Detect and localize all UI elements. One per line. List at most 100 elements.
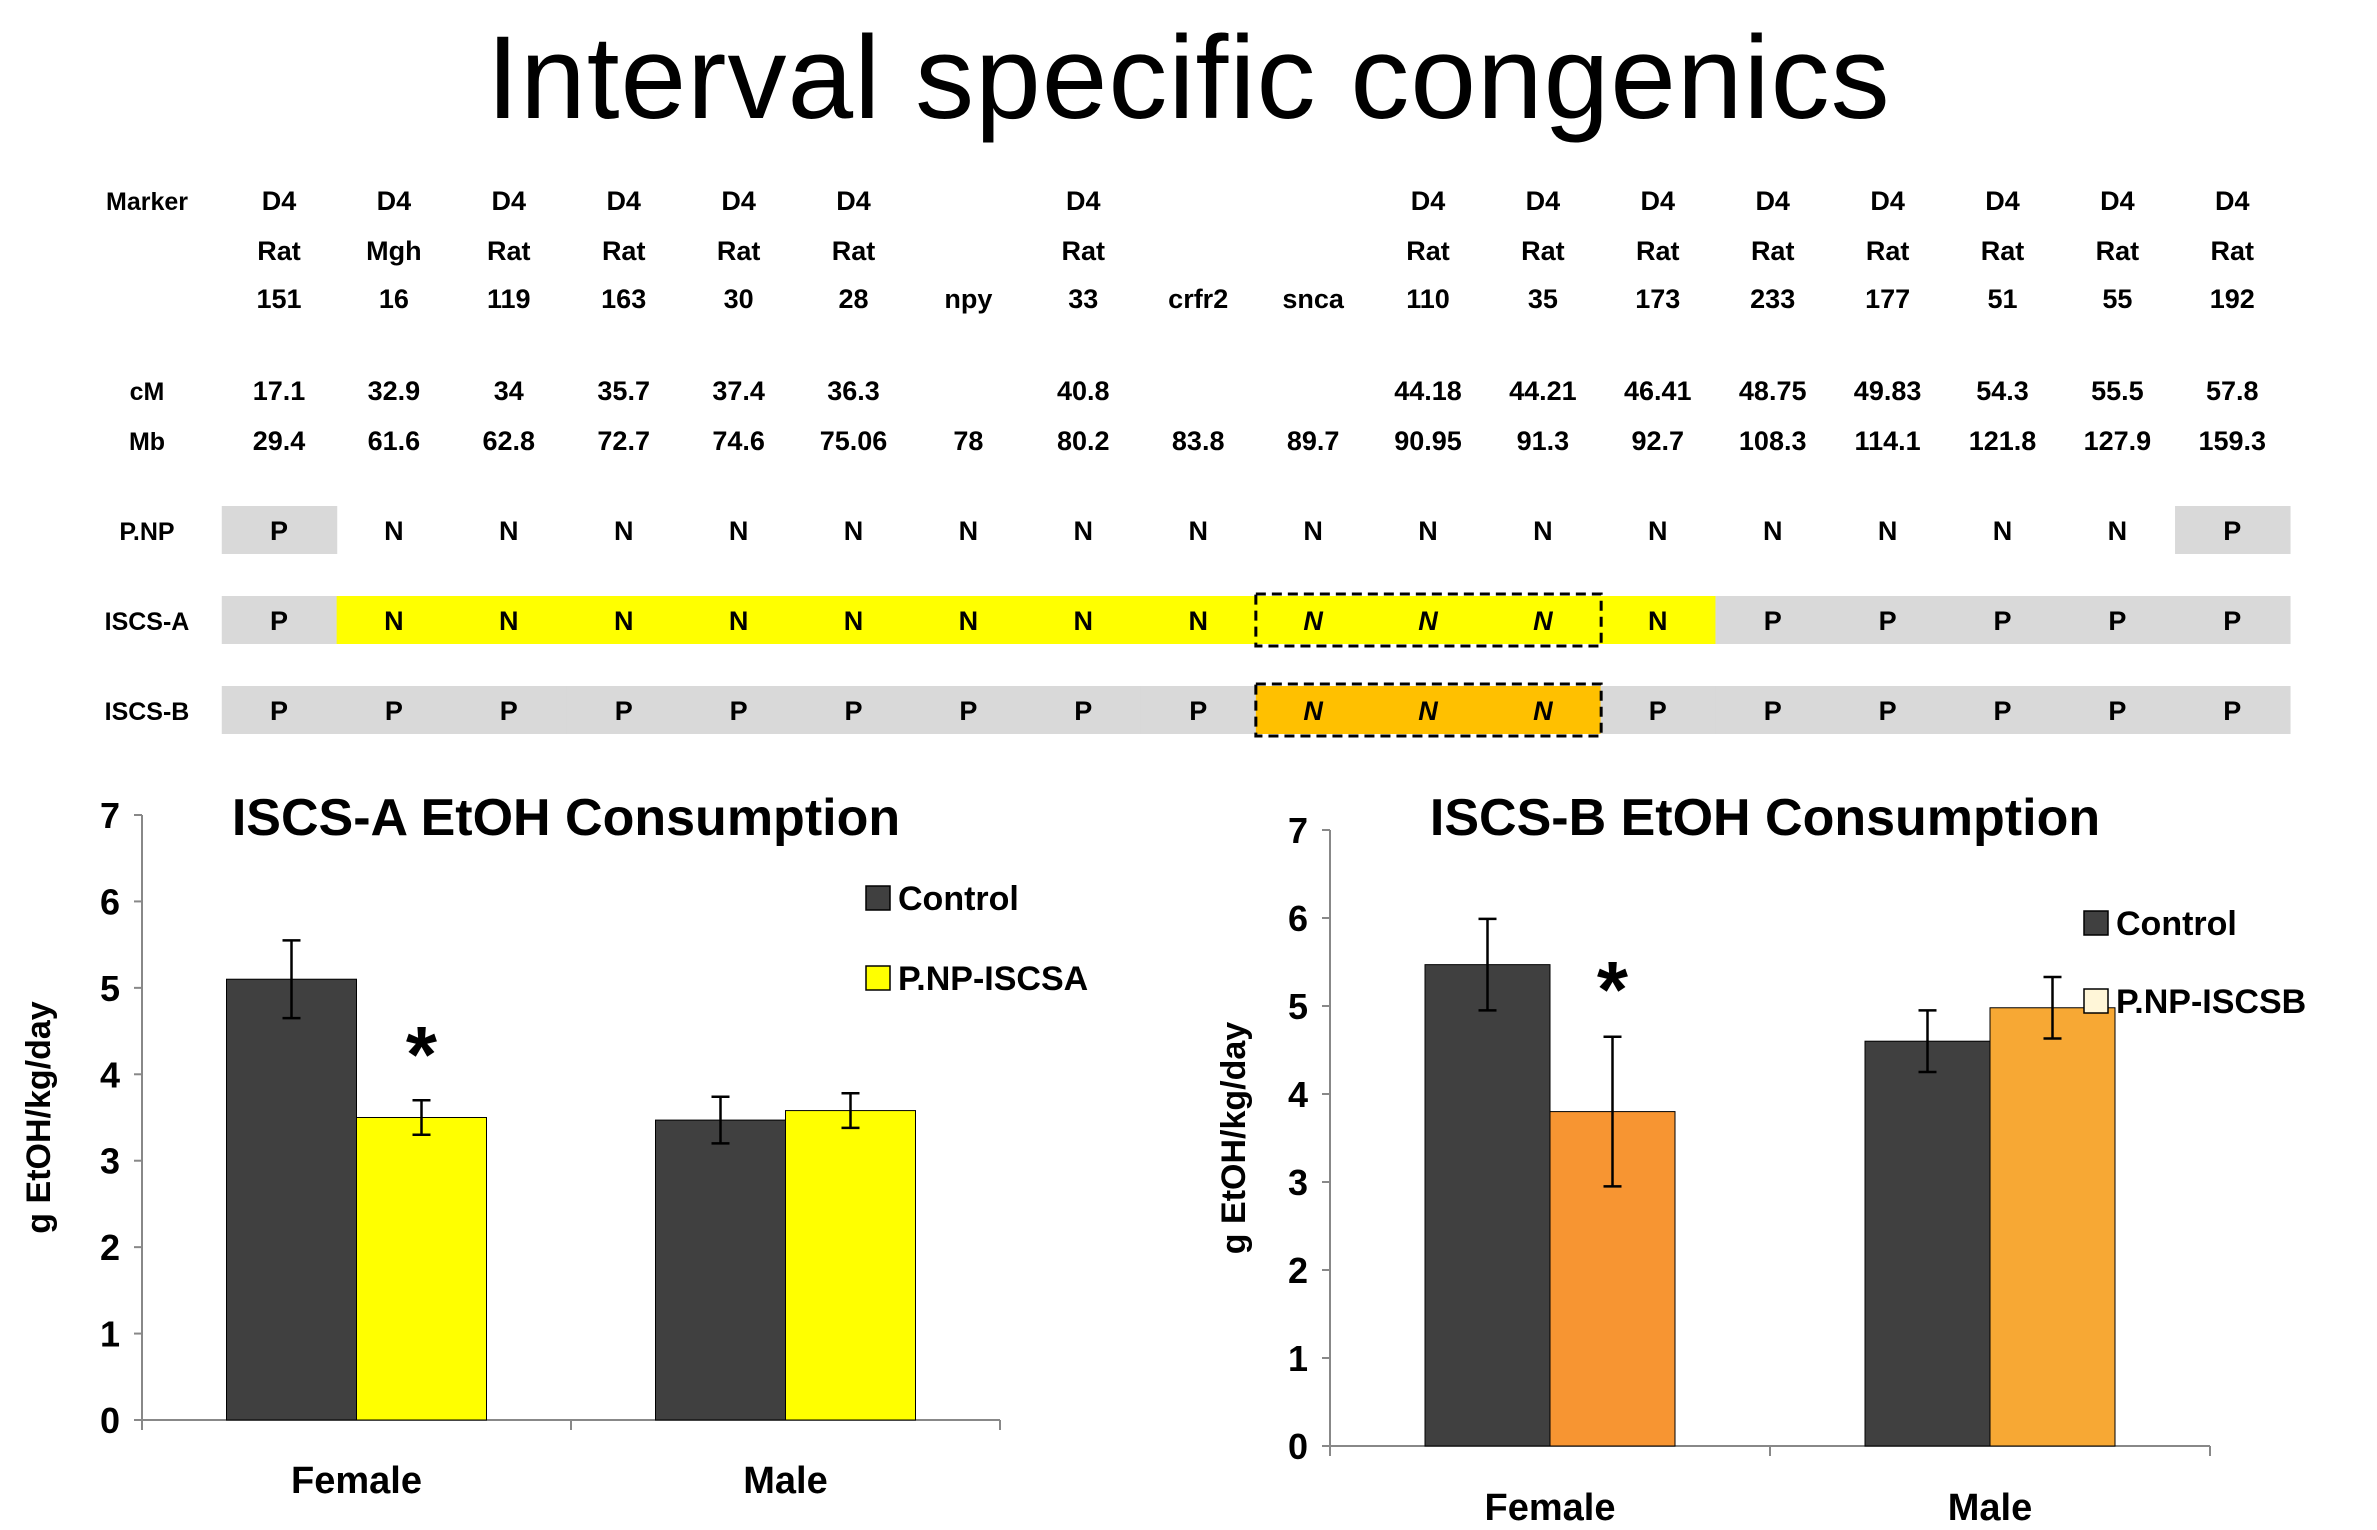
category-label: Male <box>743 1460 827 1502</box>
pnp-genotype: N <box>1303 516 1323 546</box>
marker-name-line1: D4 <box>492 186 527 216</box>
row-label-cm: cM <box>130 378 165 406</box>
y-tick-label: 0 <box>100 1400 120 1441</box>
category-label: Female <box>291 1460 422 1502</box>
marker-name-line3: 233 <box>1750 284 1795 314</box>
iscs-a-cell-bg <box>2060 596 2176 644</box>
cm-value: 44.21 <box>1509 376 1577 406</box>
cm-value: 54.3 <box>1976 376 2029 406</box>
y-tick-label: 5 <box>1288 986 1308 1027</box>
iscs-b-genotype: N <box>1303 696 1323 726</box>
iscs-a-cell-bg <box>911 596 1027 644</box>
marker-name-line2: Rat <box>257 236 301 266</box>
iscs-b-cell-bg <box>336 686 453 734</box>
iscs-b-cell-bg <box>1485 686 1602 734</box>
marker-name-line1: D4 <box>377 186 412 216</box>
pnp-genotype: N <box>1533 516 1553 546</box>
y-tick-label: 6 <box>1288 898 1308 939</box>
marker-name-line2: Rat <box>602 236 646 266</box>
cm-value: 17.1 <box>253 376 306 406</box>
mb-value: 62.8 <box>483 426 536 456</box>
iscs-a-cell-bg <box>1945 596 2061 644</box>
iscs-a-genotype: N <box>499 606 519 636</box>
iscs-a-cell-bg <box>566 596 682 644</box>
interval-box-a <box>1254 592 1603 648</box>
iscs-a-cell-bg <box>1715 596 1831 644</box>
iscs-b-cell-bg <box>1255 686 1372 734</box>
marker-name-line3: 173 <box>1635 284 1680 314</box>
marker-name-line1: D4 <box>1411 186 1446 216</box>
legend-label: P.NP-ISCSA <box>898 960 1088 998</box>
iscs-b-genotype: P <box>730 696 748 726</box>
cm-value: 48.75 <box>1739 376 1807 406</box>
mb-value: 114.1 <box>1855 426 1921 456</box>
iscs-a-genotype: N <box>1533 606 1553 636</box>
iscs-b-cell-bg <box>1945 686 2061 734</box>
marker-name-line1: D4 <box>2215 186 2250 216</box>
pnp-genotype: P <box>2223 516 2241 546</box>
iscs-b-cell-bg <box>1715 686 1831 734</box>
iscs-b-genotype: P <box>1993 696 2011 726</box>
marker-name-line2: Rat <box>2211 236 2255 266</box>
row-label-iscs-b: ISCS-B <box>105 698 190 726</box>
pnp-genotype: N <box>1763 516 1783 546</box>
y-tick-label: 0 <box>1288 1426 1308 1467</box>
iscs-a-cell-bg <box>451 596 568 644</box>
chart-iscs-b: ISCS-B EtOH Consumption g EtOH/kg/day 0 1 2 3… <box>1215 789 2306 1529</box>
pnp-genotype: N <box>1074 516 1094 546</box>
pnp-genotype: N <box>499 516 519 546</box>
iscs-b-cell-bg <box>1830 686 1946 734</box>
iscs-b-genotype: P <box>1879 696 1897 726</box>
y-tick-label: 7 <box>1288 810 1308 851</box>
y-tick-label: 2 <box>100 1227 120 1268</box>
iscs-a-genotype: N <box>844 606 864 636</box>
mb-value: 127.9 <box>2084 426 2152 456</box>
mb-value: 61.6 <box>368 426 421 456</box>
y-tick-label: 1 <box>1288 1338 1308 1379</box>
iscs-a-genotype: N <box>729 606 749 636</box>
iscs-a-genotype: N <box>384 606 404 636</box>
iscs-a-cell-bg <box>796 596 912 644</box>
pnp-genotype: N <box>614 516 634 546</box>
iscs-a-genotype: N <box>959 606 979 636</box>
iscs-b-genotype: P <box>844 696 862 726</box>
iscs-b-genotype: P <box>1074 696 1092 726</box>
mb-value: 108.3 <box>1739 426 1807 456</box>
iscs-b-cell-bg <box>221 686 338 734</box>
marker-name-line3: 35 <box>1528 284 1558 314</box>
y-tick-label: 1 <box>100 1314 120 1355</box>
iscs-b-genotype: P <box>385 696 403 726</box>
legend-swatch <box>865 885 891 911</box>
bar-control <box>226 978 357 1421</box>
cm-value: 44.18 <box>1394 376 1462 406</box>
iscs-b-cell-bg <box>2175 686 2291 734</box>
marker-name-line3: 177 <box>1865 284 1910 314</box>
iscs-a-cell-bg <box>1370 596 1487 644</box>
iscs-b-genotype: P <box>959 696 977 726</box>
marker-name-line1: D4 <box>1641 186 1676 216</box>
marker-name-line3: 55 <box>2102 284 2132 314</box>
marker-name-line3: 16 <box>379 284 409 314</box>
iscs-b-cell-bg <box>1026 686 1142 734</box>
y-tick-label: 4 <box>100 1054 120 1095</box>
iscs-a-cell-bg <box>1485 596 1602 644</box>
mb-value: 75.06 <box>820 426 888 456</box>
marker-name-line1: D4 <box>1066 186 1101 216</box>
cm-value: 57.8 <box>2206 376 2259 406</box>
iscs-a-cell-bg <box>2175 596 2291 644</box>
y-tick-label: 3 <box>100 1141 120 1182</box>
iscs-b-genotype: P <box>2108 696 2126 726</box>
pnp-genotype: N <box>1418 516 1438 546</box>
pnp-genotype: N <box>729 516 749 546</box>
marker-name-line1: D4 <box>2100 186 2135 216</box>
cm-value: 37.4 <box>712 376 765 406</box>
iscs-a-cell-bg <box>1026 596 1142 644</box>
row-label-mb: Mb <box>129 428 165 456</box>
iscs-b-cell-bg <box>1600 686 1717 734</box>
cm-value: 55.5 <box>2091 376 2144 406</box>
row-label-pnp: P.NP <box>119 518 174 546</box>
marker-name-line2: Rat <box>717 236 761 266</box>
iscs-a-cell-bg <box>1140 596 1257 644</box>
mb-value: 74.6 <box>712 426 765 456</box>
iscs-b-genotype: P <box>270 696 288 726</box>
